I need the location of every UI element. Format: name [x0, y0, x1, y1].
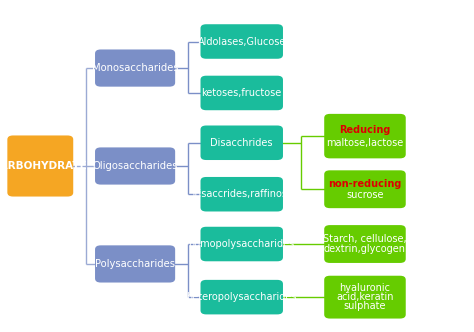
Text: Trisaccrides,raffinose: Trisaccrides,raffinose — [190, 189, 293, 199]
Text: hyaluronic: hyaluronic — [339, 284, 391, 293]
Text: acid,keratin: acid,keratin — [336, 292, 394, 302]
Text: non-reducing: non-reducing — [328, 179, 401, 189]
Text: dextrin,glycogen: dextrin,glycogen — [324, 244, 406, 254]
Text: Aldolases,Glucose: Aldolases,Glucose — [198, 37, 286, 46]
Text: Polysaccharides: Polysaccharides — [95, 259, 175, 269]
Text: Oligosaccharides: Oligosaccharides — [92, 161, 178, 171]
FancyBboxPatch shape — [201, 125, 283, 160]
Text: CARBOHYDRATE: CARBOHYDRATE — [0, 161, 88, 171]
Text: sulphate: sulphate — [344, 301, 386, 311]
Text: homopolysaccharides: homopolysaccharides — [189, 239, 295, 249]
FancyBboxPatch shape — [201, 177, 283, 211]
FancyBboxPatch shape — [324, 276, 406, 319]
FancyBboxPatch shape — [201, 280, 283, 314]
FancyBboxPatch shape — [95, 49, 175, 87]
Text: Starch, cellulose,: Starch, cellulose, — [323, 234, 407, 244]
FancyBboxPatch shape — [324, 225, 406, 263]
FancyBboxPatch shape — [95, 245, 175, 283]
FancyBboxPatch shape — [324, 114, 406, 158]
FancyBboxPatch shape — [324, 170, 406, 208]
FancyBboxPatch shape — [95, 147, 175, 185]
Text: Monosaccharides: Monosaccharides — [92, 63, 178, 73]
Text: ketoses,fructose: ketoses,fructose — [201, 88, 282, 98]
FancyBboxPatch shape — [8, 135, 73, 197]
Text: Disacchrides: Disacchrides — [210, 138, 273, 148]
FancyBboxPatch shape — [201, 24, 283, 59]
Text: maltose,lactose: maltose,lactose — [327, 138, 403, 148]
Text: heteropolysaccharides: heteropolysaccharides — [186, 292, 297, 302]
Text: Reducing: Reducing — [339, 124, 391, 134]
FancyBboxPatch shape — [201, 227, 283, 261]
Text: sucrose: sucrose — [346, 190, 384, 200]
FancyBboxPatch shape — [201, 76, 283, 110]
